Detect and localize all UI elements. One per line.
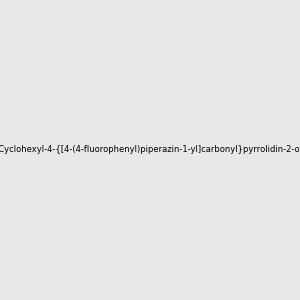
Text: 1-Cyclohexyl-4-{[4-(4-fluorophenyl)piperazin-1-yl]carbonyl}pyrrolidin-2-one: 1-Cyclohexyl-4-{[4-(4-fluorophenyl)piper… [0,146,300,154]
